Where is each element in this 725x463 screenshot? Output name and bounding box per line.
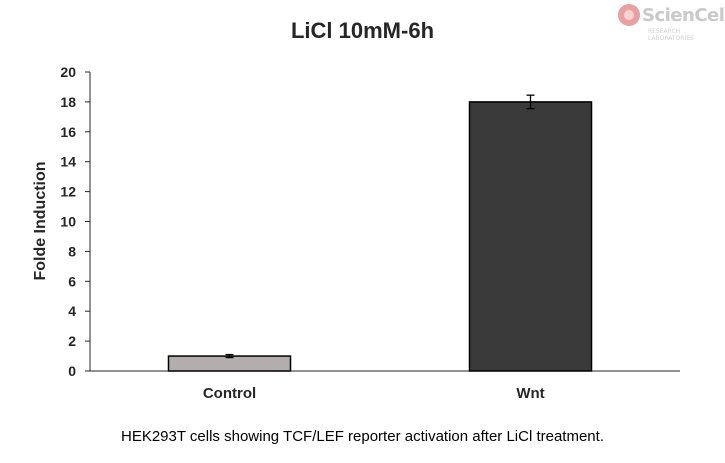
bars: [167, 94, 593, 372]
chart-title: LiCl 10mM-6h: [290, 18, 435, 43]
y-tick-label: 20: [60, 64, 76, 80]
y-tick-label: 12: [60, 184, 76, 200]
y-axis-label: Folde Induction: [32, 161, 49, 280]
logo-icon: [618, 4, 640, 26]
y-tick-label: 2: [68, 333, 76, 349]
bar-control: [167, 355, 292, 372]
x-tick-label: Wnt: [516, 385, 544, 402]
y-tick-label: 10: [60, 214, 76, 230]
y-tick-label: 16: [60, 124, 76, 140]
y-tick-label: 4: [68, 303, 76, 319]
figure-caption: HEK293T cells showing TCF/LEF reporter a…: [121, 428, 604, 445]
sciencell-logo: ScienCell: [618, 2, 725, 28]
y-tick-label: 8: [68, 243, 76, 259]
y-tick-label: 14: [60, 154, 76, 170]
logo-subtext: RESEARCH LABORATORIES: [648, 28, 694, 42]
logo-text: ScienCell: [642, 4, 725, 26]
x-tick-label: Control: [203, 385, 256, 402]
y-tick-label: 6: [68, 273, 76, 289]
y-tick-label: 0: [68, 363, 76, 379]
bar-wnt: [468, 101, 593, 372]
y-tick-label: 18: [60, 94, 76, 110]
